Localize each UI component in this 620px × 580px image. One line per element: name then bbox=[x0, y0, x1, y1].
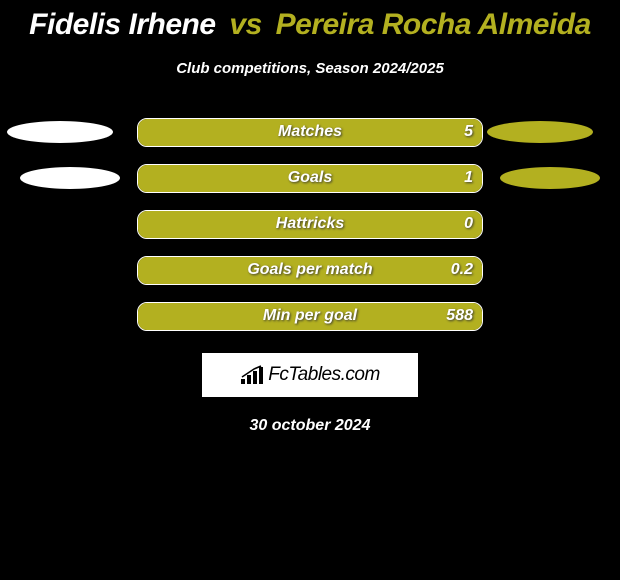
fctables-logo[interactable]: FcTables.com bbox=[202, 353, 418, 397]
player2-name: Pereira Rocha Almeida bbox=[276, 8, 591, 41]
player1-name: Fidelis Irhene bbox=[29, 8, 215, 41]
stat-label: Goals per match bbox=[247, 261, 372, 279]
player2-indicator bbox=[500, 167, 600, 189]
logo-text: FcTables.com bbox=[268, 364, 380, 386]
stat-row: Goals per match 0.2 bbox=[0, 247, 620, 293]
player1-indicator bbox=[20, 167, 120, 189]
stat-value: 588 bbox=[446, 307, 473, 325]
stat-value: 0.2 bbox=[451, 261, 473, 279]
comparison-title: Fidelis Irhene vs Pereira Rocha Almeida bbox=[0, 0, 620, 42]
vs-separator: vs bbox=[229, 8, 261, 41]
stat-row: Goals 1 bbox=[0, 155, 620, 201]
stat-label: Hattricks bbox=[276, 215, 344, 233]
stat-value: 0 bbox=[464, 215, 473, 233]
stat-label: Min per goal bbox=[263, 307, 357, 325]
stat-row: Min per goal 588 bbox=[0, 293, 620, 339]
player1-indicator bbox=[7, 121, 113, 143]
stat-row: Matches 5 bbox=[0, 109, 620, 155]
player2-indicator bbox=[487, 121, 593, 143]
stat-row: Hattricks 0 bbox=[0, 201, 620, 247]
subtitle: Club competitions, Season 2024/2025 bbox=[0, 60, 620, 77]
stats-rows: Matches 5 Goals 1 Hattricks 0 Goals per match 0… bbox=[0, 109, 620, 339]
stat-value: 5 bbox=[464, 123, 473, 141]
chart-icon bbox=[240, 365, 264, 385]
stat-label: Matches bbox=[278, 123, 342, 141]
date-text: 30 october 2024 bbox=[0, 417, 620, 435]
stat-value: 1 bbox=[464, 169, 473, 187]
stat-label: Goals bbox=[288, 169, 332, 187]
